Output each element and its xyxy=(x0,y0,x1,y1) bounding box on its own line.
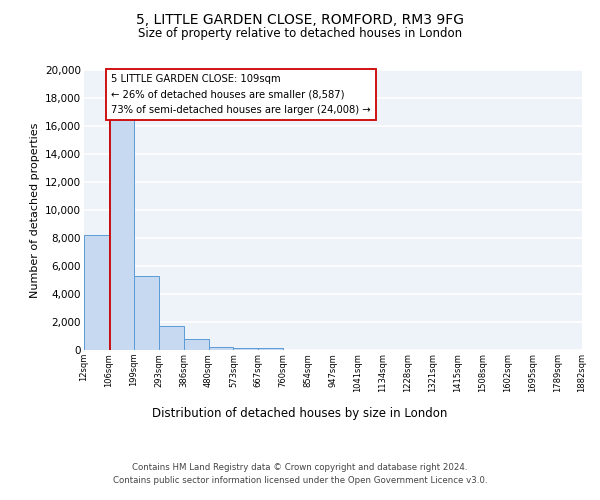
Text: Contains public sector information licensed under the Open Government Licence v3: Contains public sector information licen… xyxy=(113,476,487,485)
Bar xyxy=(84,235,109,350)
Bar xyxy=(233,348,259,350)
Bar xyxy=(209,346,233,350)
Text: 5 LITTLE GARDEN CLOSE: 109sqm
← 26% of detached houses are smaller (8,587)
73% o: 5 LITTLE GARDEN CLOSE: 109sqm ← 26% of d… xyxy=(112,74,371,116)
Y-axis label: Number of detached properties: Number of detached properties xyxy=(29,122,40,298)
Text: Size of property relative to detached houses in London: Size of property relative to detached ho… xyxy=(138,28,462,40)
Bar xyxy=(159,326,184,350)
Bar xyxy=(184,339,209,350)
Bar xyxy=(259,348,283,350)
Bar xyxy=(109,119,134,350)
Text: Distribution of detached houses by size in London: Distribution of detached houses by size … xyxy=(152,408,448,420)
Bar xyxy=(134,276,159,350)
Text: Contains HM Land Registry data © Crown copyright and database right 2024.: Contains HM Land Registry data © Crown c… xyxy=(132,462,468,471)
Text: 5, LITTLE GARDEN CLOSE, ROMFORD, RM3 9FG: 5, LITTLE GARDEN CLOSE, ROMFORD, RM3 9FG xyxy=(136,12,464,26)
